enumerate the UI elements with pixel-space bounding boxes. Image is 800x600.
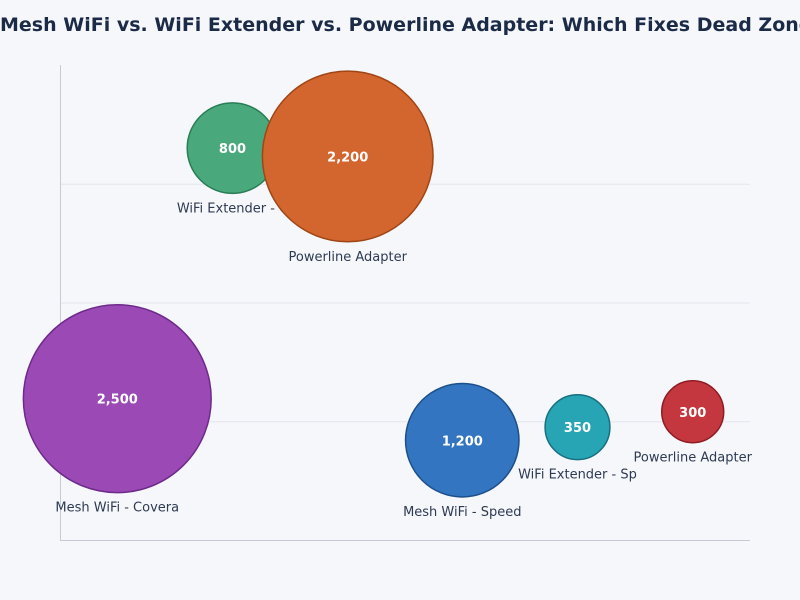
bubble-value-label: 800 <box>219 142 246 157</box>
bubble[interactable] <box>22 304 212 494</box>
bubble-group: 2,500 Mesh WiFi - Covera <box>22 304 212 516</box>
bubble-label: Mesh WiFi - Speed <box>403 505 521 520</box>
bubble-value-label: 300 <box>679 406 706 421</box>
bubble-group: 800 WiFi Extender - C <box>177 102 288 216</box>
bubble-value-label: 350 <box>564 421 591 436</box>
bubble-label: WiFi Extender - C <box>177 201 288 216</box>
bubble[interactable] <box>404 382 520 498</box>
bubble-label: Mesh WiFi - Covera <box>55 501 179 516</box>
bubble-group: 2,200 Powerline Adapter <box>261 70 434 265</box>
bubbles: 800 WiFi Extender - C 2,200 Powerline Adapt… <box>22 70 753 520</box>
bubble-value-label: 2,500 <box>97 393 138 408</box>
bubble-label: Powerline Adapter <box>288 250 407 265</box>
bubble-value-label: 2,200 <box>327 150 368 165</box>
bubble-group: 350 WiFi Extender - Sp <box>518 394 637 483</box>
bubble-label: Powerline Adapter <box>633 451 752 466</box>
bubble-value-label: 1,200 <box>442 434 483 449</box>
bubble[interactable] <box>661 380 725 444</box>
bubble[interactable] <box>261 70 434 243</box>
chart-title: Mesh WiFi vs. WiFi Extender vs. Powerlin… <box>0 14 800 36</box>
bubble-group: 300 Powerline Adapter <box>633 380 753 466</box>
bubble-label: WiFi Extender - Sp <box>518 468 637 483</box>
bubble-group: 1,200 Mesh WiFi - Speed <box>403 382 521 520</box>
bubble[interactable] <box>544 394 611 461</box>
